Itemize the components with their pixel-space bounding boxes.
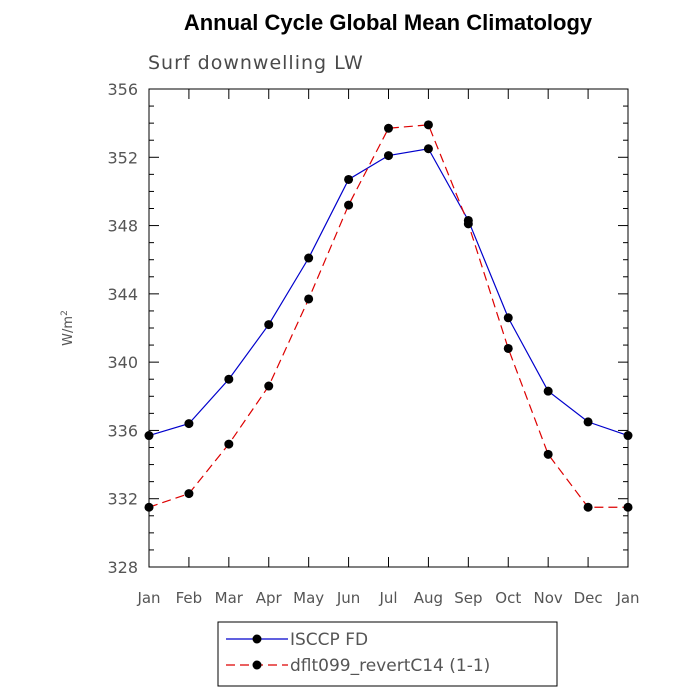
series-0-point xyxy=(184,419,194,429)
x-tick-label: Apr xyxy=(256,589,283,607)
y-axis-label-main: W/m xyxy=(61,316,76,346)
series-1-point xyxy=(583,502,593,512)
series-0-point xyxy=(264,320,274,330)
series-1-point xyxy=(184,489,194,499)
series-1-point xyxy=(463,219,473,229)
y-tick-label: 340 xyxy=(107,353,138,372)
series-1-point xyxy=(224,439,234,449)
x-tick-label: Aug xyxy=(414,589,443,607)
series-0-point xyxy=(623,431,633,441)
x-tick-label: May xyxy=(293,589,324,607)
plot-frame xyxy=(148,88,629,568)
chart-subtitle: Surf downwelling LW xyxy=(148,52,364,74)
axis-ticks xyxy=(148,88,629,568)
y-tick-label: 356 xyxy=(107,80,138,99)
x-tick-label: Sep xyxy=(454,589,482,607)
series-1-point xyxy=(623,502,633,512)
series-0-point xyxy=(583,417,593,427)
y-tick-label: 328 xyxy=(107,558,138,577)
x-tick-label: Jan xyxy=(615,589,639,607)
series-layer xyxy=(144,120,633,512)
series-0-point xyxy=(144,431,154,441)
legend-label-isccp: ISCCP FD xyxy=(290,630,368,650)
y-axis-label-superscript: 2 xyxy=(60,310,70,316)
x-tick-label: Jan xyxy=(136,589,160,607)
y-tick-labels: 328 332 336 340 344 348 352 356 xyxy=(107,80,138,577)
x-tick-label: Mar xyxy=(215,589,244,607)
series-1-point xyxy=(543,449,553,459)
legend-box xyxy=(217,621,558,687)
x-tick-label: Oct xyxy=(495,589,521,607)
series-0-point xyxy=(304,253,314,263)
legend-marker-isccp xyxy=(252,634,262,644)
chart-title: Annual Cycle Global Mean Climatology xyxy=(184,10,593,35)
y-axis-label: W/m2 xyxy=(60,310,76,346)
series-1-point xyxy=(384,123,393,133)
y-tick-label: 332 xyxy=(107,490,138,509)
y-tick-label: 344 xyxy=(107,285,138,304)
series-1-point xyxy=(144,502,154,512)
series-0-point xyxy=(224,374,234,384)
series-1-point xyxy=(344,200,354,210)
y-tick-label: 336 xyxy=(107,421,138,440)
x-tick-label: Jul xyxy=(378,589,397,607)
x-tick-labels: Jan Feb Mar Apr May Jun Jul Aug Sep Oct Nov Dec Jan xyxy=(136,589,639,607)
series-0-point xyxy=(344,174,354,184)
y-tick-label: 348 xyxy=(107,217,138,236)
legend: ISCCP FD dflt099_revertC14 (1-1) xyxy=(217,621,558,687)
x-tick-label: Feb xyxy=(176,589,203,607)
series-0-point xyxy=(423,144,433,154)
series-line-0 xyxy=(148,148,629,437)
series-1-point xyxy=(423,120,433,130)
legend-label-dflt: dflt099_revertC14 (1-1) xyxy=(290,656,490,676)
series-line-1 xyxy=(148,124,628,508)
series-1-point xyxy=(264,381,274,391)
y-tick-label: 352 xyxy=(107,148,138,167)
x-tick-label: Nov xyxy=(534,589,563,607)
x-tick-label: Jun xyxy=(336,589,360,607)
series-0-point xyxy=(503,313,513,323)
series-0-point xyxy=(543,386,553,396)
x-tick-label: Dec xyxy=(574,589,603,607)
series-0-point xyxy=(384,151,393,161)
series-1-point xyxy=(304,294,314,304)
legend-marker-dflt xyxy=(252,660,262,670)
series-1-point xyxy=(503,343,513,353)
